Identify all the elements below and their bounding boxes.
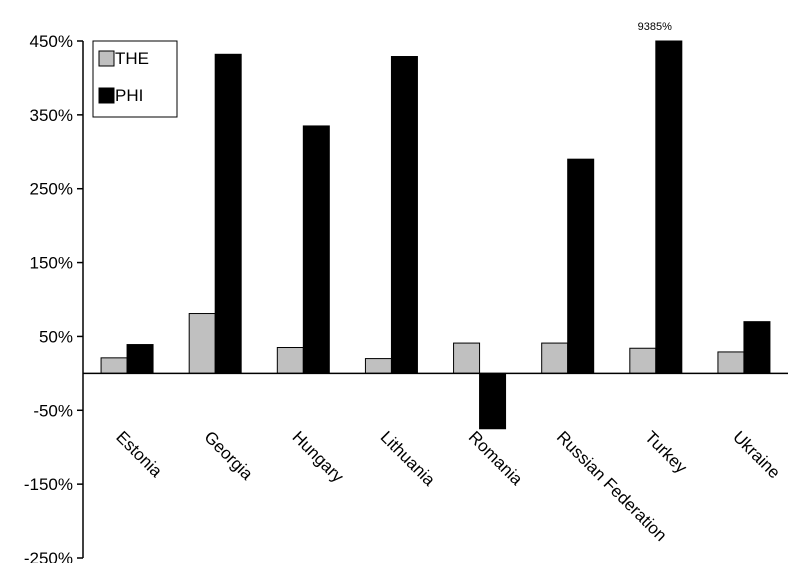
bar-the-georgia: [188, 313, 216, 374]
y-tick-label: -150%: [24, 475, 73, 494]
bar-the-russian-federation: [541, 342, 569, 374]
bar-phi-estonia: [126, 344, 154, 374]
y-tick-label: 450%: [30, 32, 73, 51]
legend-swatch-phi: [98, 87, 115, 104]
legend: THE PHI: [92, 40, 178, 118]
category-label: Lithuania: [377, 427, 440, 490]
bar-the-lithuania: [364, 358, 392, 374]
legend-swatch-the: [98, 50, 115, 67]
bar-phi-hungary: [302, 125, 330, 374]
bar-the-turkey: [629, 347, 657, 374]
annotations: 9385%: [638, 21, 672, 33]
bar-phi-ukraine: [743, 321, 771, 374]
y-tick-label: 350%: [30, 106, 73, 125]
legend-label-the: THE: [115, 49, 149, 68]
y-axis: -250% -150% -50% 50% 150% 250% 350% 450%: [24, 32, 84, 563]
category-labels: Estonia Georgia Hungary Lithuania Romania Rus…: [112, 427, 784, 545]
category-label: Turkey: [641, 427, 691, 477]
y-tick-label: 250%: [30, 180, 73, 199]
category-label: Georgia: [200, 427, 257, 484]
bar-the-hungary: [276, 347, 304, 374]
category-label: Hungary: [288, 427, 347, 486]
bar-phi-lithuania: [390, 56, 418, 374]
legend-label-phi: PHI: [115, 86, 143, 105]
bar-phi-russian-federation: [567, 158, 595, 374]
bar-the-estonia: [100, 357, 128, 374]
bar-the-ukraine: [717, 351, 745, 374]
y-tick-label: -250%: [24, 549, 73, 563]
bars: [100, 40, 771, 430]
bar-phi-georgia: [214, 53, 242, 374]
y-tick-label: 150%: [30, 254, 73, 273]
category-label: Romania: [465, 427, 527, 489]
y-tick-label: 50%: [39, 327, 73, 346]
annotation-label: 9385%: [638, 21, 672, 33]
category-label: Estonia: [112, 427, 166, 481]
bar-the-romania: [453, 342, 481, 374]
bar-phi-romania: [479, 372, 507, 430]
bar-phi-turkey: [655, 40, 683, 374]
y-tick-label: -50%: [33, 401, 73, 420]
category-label: Ukraine: [729, 427, 784, 482]
